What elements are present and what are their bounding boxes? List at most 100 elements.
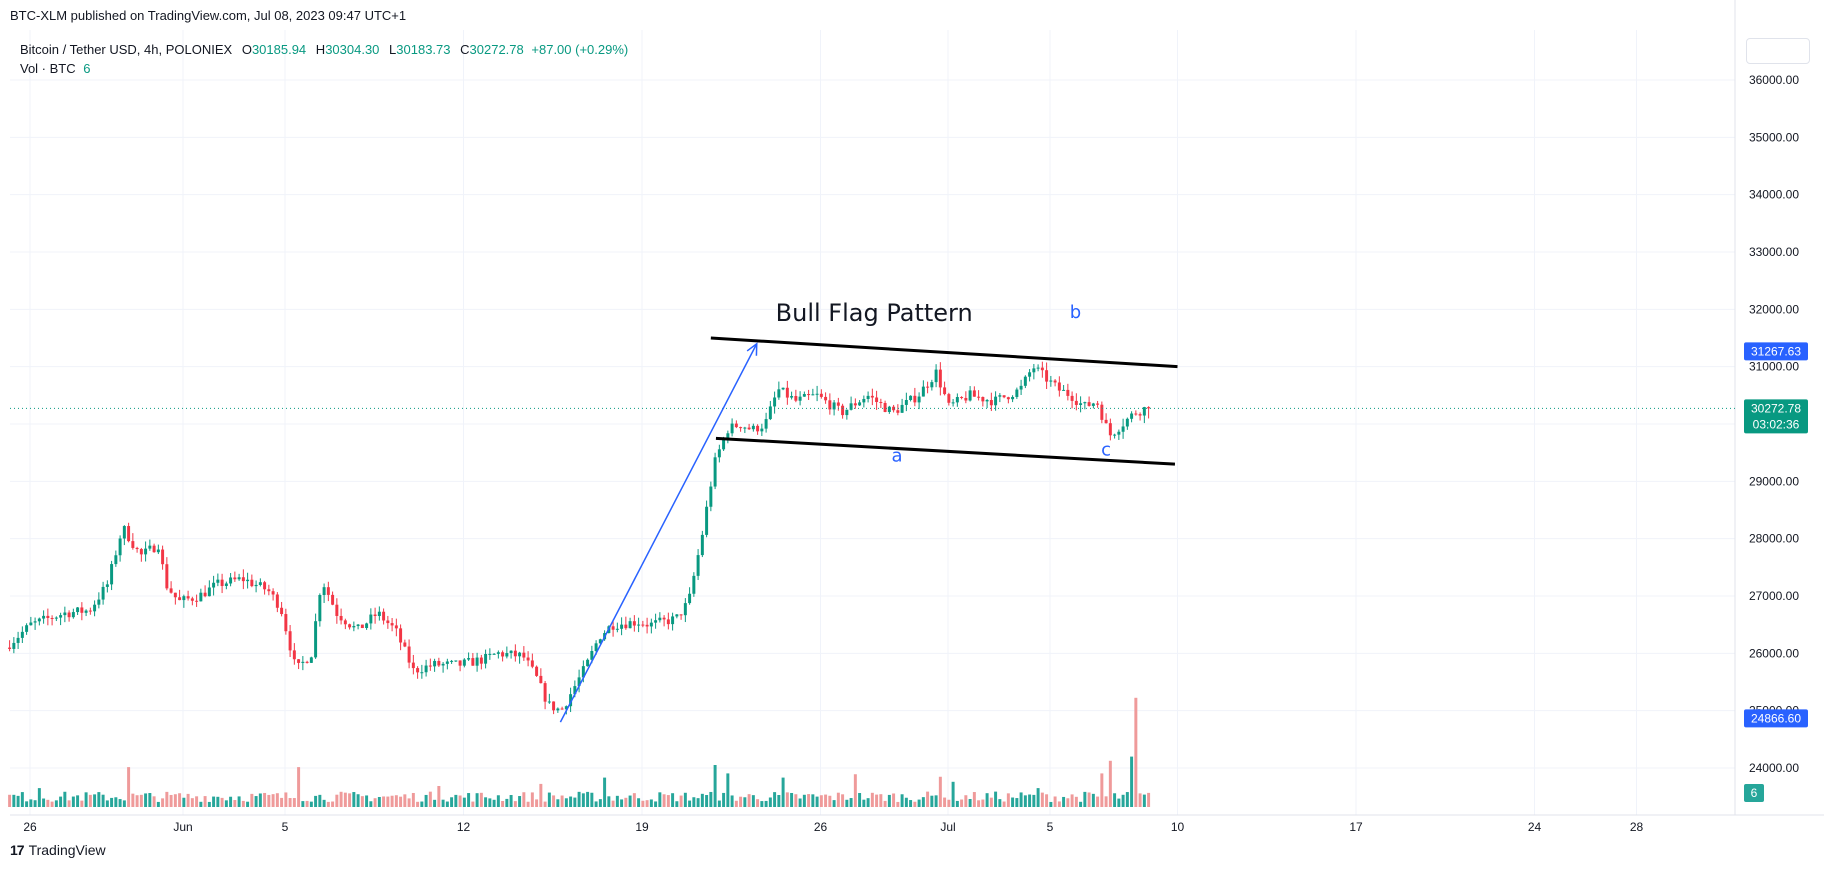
candle-body xyxy=(275,594,279,608)
candle-body xyxy=(1057,382,1061,391)
candle-body xyxy=(683,603,687,616)
time-tick-label: Jul xyxy=(940,820,955,834)
volume-bar xyxy=(29,799,33,807)
volume-bar xyxy=(292,798,296,807)
volume-bar xyxy=(1087,792,1091,807)
volume-bar xyxy=(581,793,585,807)
volume-bar xyxy=(637,798,641,807)
volume-bar xyxy=(1023,795,1027,807)
flag-upper-line xyxy=(710,336,1178,369)
time-tick-label: 17 xyxy=(1349,820,1363,834)
volume-bar xyxy=(479,792,483,807)
volume-bar xyxy=(122,800,126,807)
volume-bar xyxy=(522,792,526,807)
volume-bar xyxy=(875,794,879,807)
volume-bar xyxy=(382,796,386,807)
volume-bar xyxy=(54,800,58,807)
legend-volume-value: 6 xyxy=(83,61,91,76)
volume-bar xyxy=(25,801,29,807)
candle-body xyxy=(105,584,109,587)
candle-body xyxy=(178,597,182,601)
volume-bar xyxy=(603,777,607,807)
volume-bar xyxy=(1002,801,1006,807)
volume-bar xyxy=(569,796,573,807)
volume-bar xyxy=(101,794,105,807)
volume-bar xyxy=(819,795,823,807)
candle-body xyxy=(343,620,347,625)
volume-bar xyxy=(913,801,917,807)
candle-body xyxy=(870,395,874,398)
candle-body xyxy=(1053,380,1057,383)
candle-body xyxy=(943,387,947,395)
candle-body xyxy=(207,587,211,597)
volume-bar xyxy=(114,797,118,807)
volume-bar xyxy=(594,801,598,807)
candle-body xyxy=(556,708,560,711)
volume-bar xyxy=(552,795,556,807)
candle-body xyxy=(254,584,258,587)
volume-bar xyxy=(76,795,80,807)
time-tick-label: 19 xyxy=(635,820,649,834)
candle-body xyxy=(717,449,721,458)
volume-bar xyxy=(832,800,836,807)
volume-bar xyxy=(671,793,675,807)
volume-bar xyxy=(866,798,870,807)
time-axis[interactable]: 26 Jun 5 12 19 26 Jul 5 10 17 24 28 xyxy=(23,820,1643,834)
candle-body xyxy=(1006,397,1010,400)
candle-body xyxy=(424,665,428,673)
candle-body xyxy=(535,666,539,676)
legend-high: 30304.30 xyxy=(325,42,380,57)
candle-body xyxy=(981,397,985,402)
chart-settings-button[interactable] xyxy=(1746,38,1810,64)
price-tick-label: 26000.00 xyxy=(1749,646,1799,660)
candle-body xyxy=(620,624,624,629)
volume-bar xyxy=(909,800,913,807)
candle-body xyxy=(862,398,866,403)
volume-badge xyxy=(1744,784,1764,802)
volume-bar xyxy=(713,765,717,807)
volume-badge-label: 6 xyxy=(1751,786,1758,800)
candle-body xyxy=(1087,402,1091,406)
legend-volume-label: Vol · BTC xyxy=(20,61,76,76)
volume-bar xyxy=(309,801,313,807)
candle-body xyxy=(50,617,54,619)
legend-symbol: Bitcoin / Tether USD, 4h, POLONIEX xyxy=(20,42,233,57)
candle-body xyxy=(696,555,700,576)
price-label-badge xyxy=(1744,342,1808,361)
price-axis[interactable]: 24000.0025000.0026000.0027000.0028000.00… xyxy=(1744,73,1808,802)
candle-body xyxy=(569,694,573,707)
volume-bar xyxy=(679,795,683,807)
volume-bar xyxy=(254,796,258,807)
price-tick-label: 35000.00 xyxy=(1749,130,1799,144)
volume-bar xyxy=(836,792,840,807)
volume-bar xyxy=(369,801,373,807)
volume-bar xyxy=(246,801,250,807)
candle-body xyxy=(802,394,806,397)
candle-body xyxy=(611,626,615,630)
volume-bar xyxy=(828,795,832,807)
candle-body xyxy=(883,402,887,412)
volume-bar xyxy=(1028,794,1032,807)
volume-bar xyxy=(144,793,148,807)
candle-body xyxy=(114,555,118,565)
candle-body xyxy=(71,612,75,618)
volume-bar xyxy=(284,792,288,807)
candle-body xyxy=(552,701,556,711)
candle-body xyxy=(190,598,194,601)
volume-bar xyxy=(883,800,887,807)
candle-body xyxy=(938,369,942,388)
candle-body xyxy=(730,423,734,434)
volume-bar xyxy=(59,796,63,807)
candle-body xyxy=(743,427,747,429)
candle-body xyxy=(764,419,768,429)
volume-bar xyxy=(709,791,713,807)
volume-bar xyxy=(981,799,985,807)
candle-body xyxy=(858,402,862,406)
volume-bar xyxy=(645,800,649,807)
volume-bar xyxy=(722,792,726,807)
candle-body xyxy=(598,639,602,644)
volume-bar xyxy=(131,793,135,807)
price-tick-label: 28000.00 xyxy=(1749,532,1799,546)
candle-body xyxy=(594,643,598,651)
